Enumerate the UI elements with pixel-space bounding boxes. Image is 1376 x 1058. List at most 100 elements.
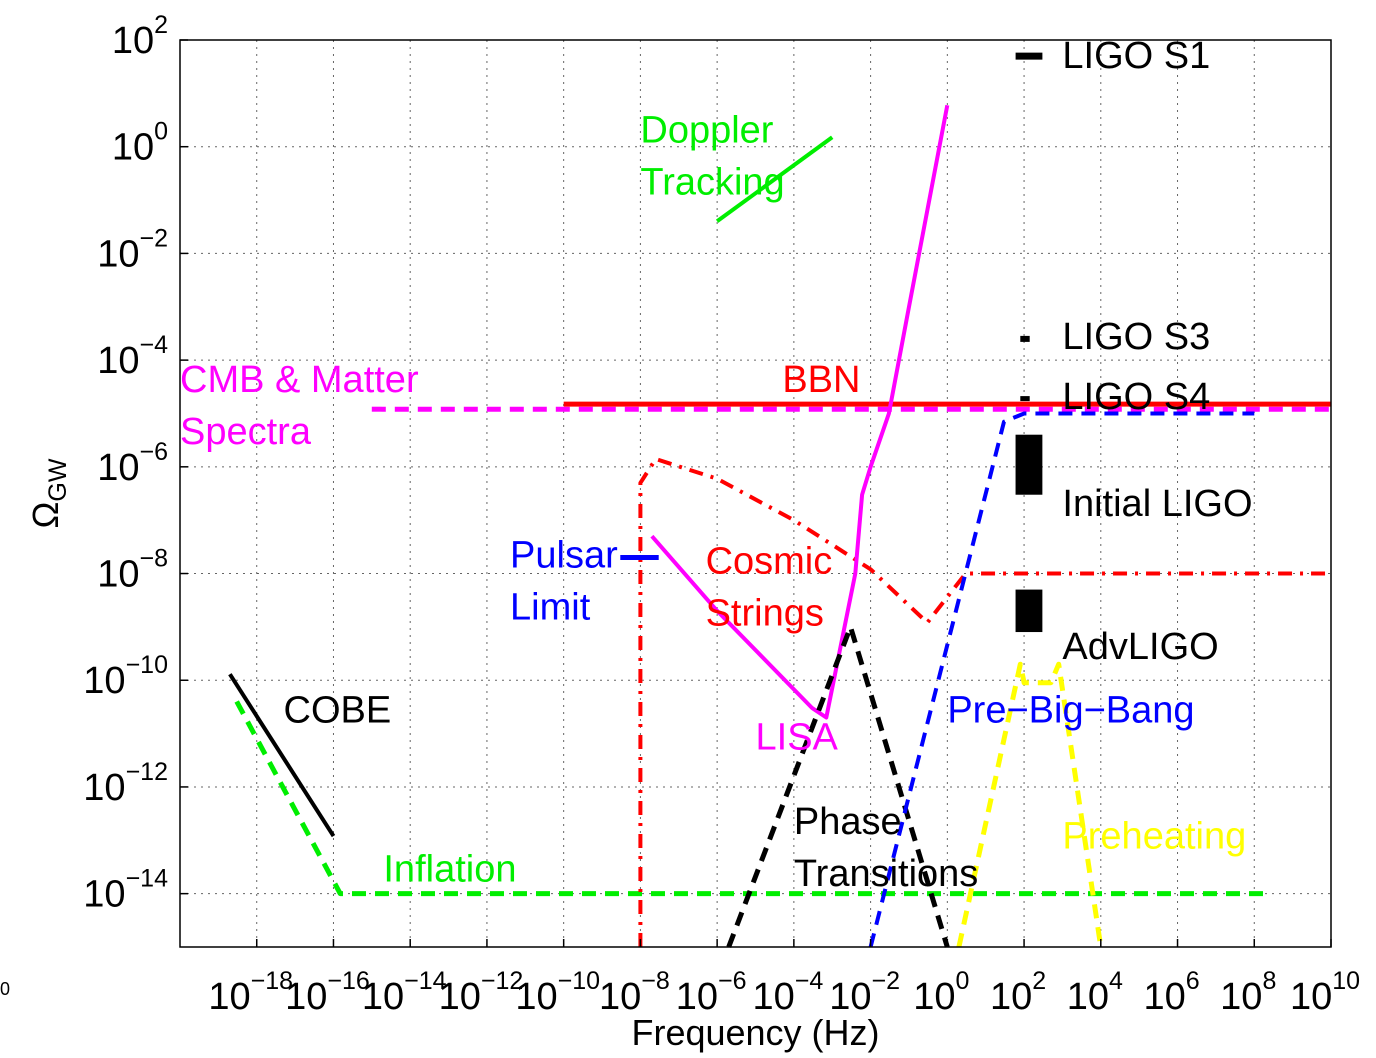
y-tick-exponent: 0 <box>154 118 168 146</box>
y-tick-exponent: 2 <box>154 11 168 39</box>
annotation-cmb: CMB & Matter Spectra <box>180 359 419 453</box>
x-tick-base: 10 <box>1290 976 1332 1018</box>
y-tick-base: 10 <box>83 874 125 916</box>
annotation-ligo-s1: LIGO S1 <box>1062 35 1210 77</box>
x-tick-base: 10 <box>599 976 641 1018</box>
x-tick-exponent: 2 <box>1032 967 1046 995</box>
x-tick-exponent: −16 <box>327 967 369 995</box>
annotation-line: Transitions <box>794 853 978 895</box>
annotation-cobe: COBE <box>284 690 392 732</box>
y-tick-exponent: −2 <box>139 224 168 252</box>
y-tick-base: 10 <box>112 127 154 169</box>
annotation-line: Limit <box>510 586 591 628</box>
annotation-line: Pre−Big−Bang <box>947 690 1194 732</box>
annotation-doppler1: Doppler Tracking <box>640 109 784 203</box>
annotation-line: Doppler <box>640 109 773 151</box>
x-tick-label: 104 <box>1067 967 1123 1018</box>
series-cosmic-strings <box>638 457 1331 947</box>
x-tick-exponent: 0 <box>956 967 970 995</box>
annotation-line: COBE <box>284 690 392 732</box>
x-tick-label: 10−12 <box>439 967 524 1018</box>
x-tick-exponent: −4 <box>795 967 824 995</box>
x-tick-base: 10 <box>1067 976 1109 1018</box>
x-tick-base: 10 <box>208 976 250 1018</box>
annotation-advligo: AdvLIGO <box>1062 626 1218 668</box>
y-tick-exponent: −4 <box>139 331 168 359</box>
x-tick-base: 10 <box>752 976 794 1018</box>
annotation-pulsar: Pulsar Limit <box>510 534 618 628</box>
annotation-line: Phase <box>794 801 902 843</box>
x-tick-label: 10−2 <box>829 967 900 1018</box>
x-tick-exponent: −10 <box>558 967 600 995</box>
y-tick-base: 10 <box>112 20 154 62</box>
x-tick-label: 10−8 <box>599 967 670 1018</box>
y-tick-exponent: −12 <box>126 758 168 786</box>
x-tick-exponent: 4 <box>1109 967 1123 995</box>
annotation-preheating: Preheating <box>1062 816 1246 858</box>
annotation-line: Preheating <box>1062 816 1246 858</box>
y-axis-label-sub: GW <box>44 458 72 501</box>
annotation-line: LISA <box>756 717 839 759</box>
y-tick-label: 102 <box>112 11 168 62</box>
annotations-layer: Doppler Tracking CMB & Matter Spectra BBN LIG… <box>180 35 1253 895</box>
y-tick-label: 10−4 <box>97 331 168 382</box>
x-tick-label: 100 <box>913 967 969 1018</box>
x-tick-exponent: −18 <box>251 967 293 995</box>
annotation-line: CMB & Matter <box>180 359 419 401</box>
series-phase-transitions <box>726 624 950 948</box>
y-tick-label: 10−14 <box>83 865 168 916</box>
annotation-line: Strings <box>706 593 824 635</box>
x-tick-label: 108 <box>1220 967 1276 1018</box>
plot-frame <box>179 39 1332 948</box>
y-tick-label: 100 <box>112 118 168 169</box>
x-tick-base: 10 <box>913 976 955 1018</box>
x-tick-base: 10 <box>285 976 327 1018</box>
x-tick-label: 10−14 <box>362 967 447 1018</box>
box-initial-ligo <box>1015 434 1043 495</box>
y-tick-label: 10−12 <box>83 758 168 809</box>
corner-label: 0 <box>0 979 10 999</box>
annotation-pre-big-bang: Pre−Big−Bang <box>947 690 1194 732</box>
y-tick-base: 10 <box>97 447 139 489</box>
x-tick-exponent: −14 <box>404 967 447 995</box>
annotation-bbn: BBN <box>782 359 860 401</box>
annotation-line: BBN <box>782 359 860 401</box>
x-tick-exponent: −12 <box>481 967 523 995</box>
annotation-ligo-s3: LIGO S3 <box>1062 316 1210 358</box>
y-tick-label: 10−8 <box>97 545 168 596</box>
series-doppler <box>715 135 834 223</box>
x-tick-label: 10−18 <box>208 967 293 1018</box>
y-tick-label: 10−6 <box>97 438 168 489</box>
annotation-inflation: Inflation <box>383 848 516 890</box>
y-tick-label: 10−10 <box>83 651 168 702</box>
y-tick-base: 10 <box>97 233 139 275</box>
x-tick-base: 10 <box>676 976 718 1018</box>
annotation-line: AdvLIGO <box>1062 626 1218 668</box>
annotation-line: LIGO S1 <box>1062 35 1210 77</box>
annotation-line: Cosmic <box>706 541 833 583</box>
x-tick-label: 10−16 <box>285 967 370 1018</box>
series-layer <box>228 52 1331 948</box>
y-tick-base: 10 <box>97 340 139 382</box>
x-tick-exponent: 10 <box>1332 967 1360 995</box>
x-tick-base: 10 <box>829 976 871 1018</box>
y-axis-label-main: Ω <box>25 502 66 529</box>
series-pre-big-bang <box>868 411 1255 948</box>
annotation-line: LIGO S3 <box>1062 316 1210 358</box>
x-tick-label: 102 <box>990 967 1046 1018</box>
y-tick-base: 10 <box>83 767 125 809</box>
box-advligo <box>1015 589 1043 633</box>
y-axis-label: ΩGW <box>25 458 72 528</box>
x-tick-label: 10−10 <box>515 967 600 1018</box>
series-lisa <box>650 104 950 720</box>
x-tick-base: 10 <box>439 976 481 1018</box>
x-tick-base: 10 <box>1143 976 1185 1018</box>
annotation-phase: Phase Transitions <box>794 801 978 895</box>
annotation-line: Inflation <box>383 848 516 890</box>
annotation-line: Spectra <box>180 411 312 453</box>
x-axis-label: Frequency (Hz) <box>631 1012 879 1053</box>
annotation-line: LIGO S4 <box>1062 376 1210 418</box>
